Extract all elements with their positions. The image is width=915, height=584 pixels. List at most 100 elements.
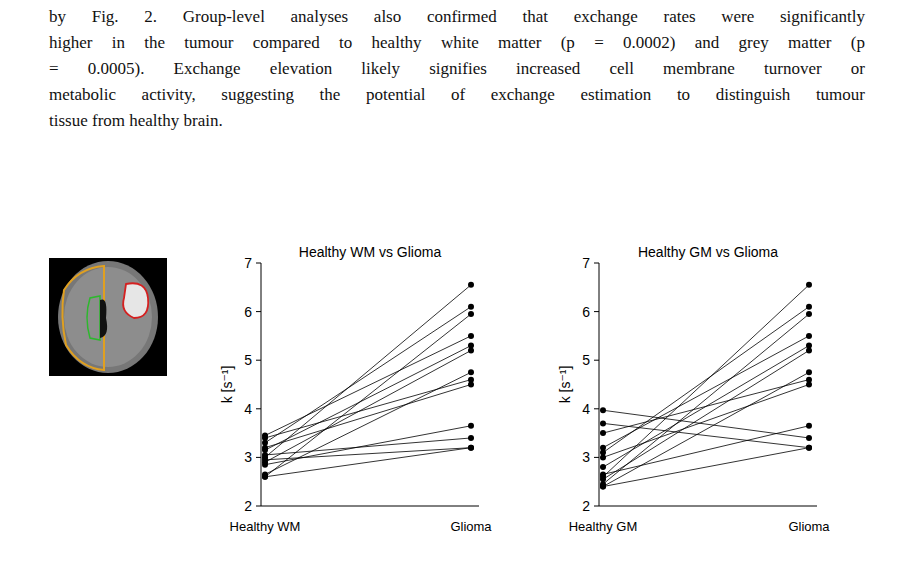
y-axis [599, 263, 600, 506]
brain-inner [64, 267, 152, 367]
point [806, 445, 812, 451]
pair-line [603, 380, 809, 433]
y-tick-label: 2 [582, 498, 590, 514]
pair-line [603, 423, 809, 447]
y-tick-label: 5 [582, 352, 590, 368]
point [600, 464, 606, 470]
brain [58, 261, 158, 373]
x-tick-label: Healthy WM [230, 519, 301, 534]
y-tick [594, 311, 599, 312]
text-line: by Fig. 2. Group-level analyses also con… [49, 4, 865, 30]
y-tick-label: 7 [244, 255, 252, 271]
y-tick-label: 6 [582, 304, 590, 320]
marks [600, 282, 812, 490]
pair-line [265, 307, 471, 443]
x-axis [599, 506, 817, 507]
point [468, 445, 474, 451]
pair-line [265, 314, 471, 477]
point [468, 369, 474, 375]
point [600, 484, 606, 490]
point [806, 423, 812, 429]
y-tick-label: 5 [244, 352, 252, 368]
wm-contour [87, 296, 100, 340]
point [468, 304, 474, 310]
figure: 2 3 4 5 6 7 Healthy WM Glioma Healthy WM vs Glio… [0, 0, 915, 584]
point [600, 420, 606, 426]
point [262, 474, 268, 480]
y-tick-label: 4 [582, 401, 590, 417]
text-line: higher in the tumour compared to healthy… [49, 30, 865, 56]
paragraph: by Fig. 2. Group-level analyses also con… [49, 4, 865, 134]
point [806, 435, 812, 441]
mri-image [49, 258, 167, 376]
pair-line [265, 448, 471, 460]
point [468, 311, 474, 317]
y-tick-label: 3 [244, 449, 252, 465]
point [806, 382, 812, 388]
point [600, 471, 606, 477]
y-tick [594, 408, 599, 409]
y-tick [256, 311, 261, 312]
point [468, 423, 474, 429]
pair-line [603, 385, 809, 458]
y-tick-label: 3 [582, 449, 590, 465]
point [600, 445, 606, 451]
ventricle [100, 299, 107, 338]
tumour-contour [123, 283, 148, 318]
y-tick [594, 457, 599, 458]
point [806, 347, 812, 353]
x-tick-label: Healthy GM [569, 519, 638, 534]
point [262, 457, 268, 463]
pair-line [603, 372, 809, 486]
x-tick-label: Glioma [450, 519, 492, 534]
point [600, 430, 606, 436]
chart: 2 3 4 5 6 7 Healthy WM Glioma Healthy WM vs Glio… [219, 244, 492, 534]
point [806, 333, 812, 339]
pair-line [265, 380, 471, 438]
marks [262, 282, 474, 480]
y-tick-label: 4 [244, 401, 252, 417]
x-axis [261, 506, 479, 507]
point [600, 484, 606, 490]
y-tick [594, 360, 599, 361]
text-line: metabolic activity, suggesting the poten… [49, 82, 865, 108]
point [468, 382, 474, 388]
point [806, 311, 812, 317]
point [600, 407, 606, 413]
y-tick-label: 2 [244, 498, 252, 514]
y-tick [256, 408, 261, 409]
point [806, 282, 812, 288]
y-tick [256, 457, 261, 458]
y-axis-title: k [s⁻¹] [219, 366, 235, 404]
pair-line [603, 410, 809, 438]
pair-line [265, 372, 471, 474]
point [262, 445, 268, 451]
y-tick-label: 7 [582, 255, 590, 271]
pair-line [603, 314, 809, 484]
point [468, 282, 474, 288]
pair-line [603, 307, 809, 453]
image-bg [49, 258, 167, 376]
y-axis [261, 263, 262, 506]
text-line: tissue from healthy brain. [49, 108, 865, 134]
pair-line [265, 385, 471, 448]
x-tick-label: Glioma [788, 519, 830, 534]
y-tick [594, 263, 599, 264]
text-line: = 0.0005). Exchange elevation likely sig… [49, 56, 865, 82]
point [468, 347, 474, 353]
chart: 234567Healthy GMGliomaHealthy GM vs Glio… [557, 244, 830, 534]
y-tick [594, 506, 599, 507]
pair-line [265, 426, 471, 465]
pair-line [603, 448, 809, 487]
point [468, 435, 474, 441]
point [600, 454, 606, 460]
point [806, 369, 812, 375]
y-tick-label: 6 [244, 304, 252, 320]
y-tick [256, 360, 261, 361]
y-tick [256, 263, 261, 264]
point [262, 435, 268, 441]
pair-line [265, 336, 471, 436]
pair-line [265, 346, 471, 450]
chart-title: Healthy WM vs Glioma [299, 244, 442, 260]
pair-line [265, 448, 471, 477]
